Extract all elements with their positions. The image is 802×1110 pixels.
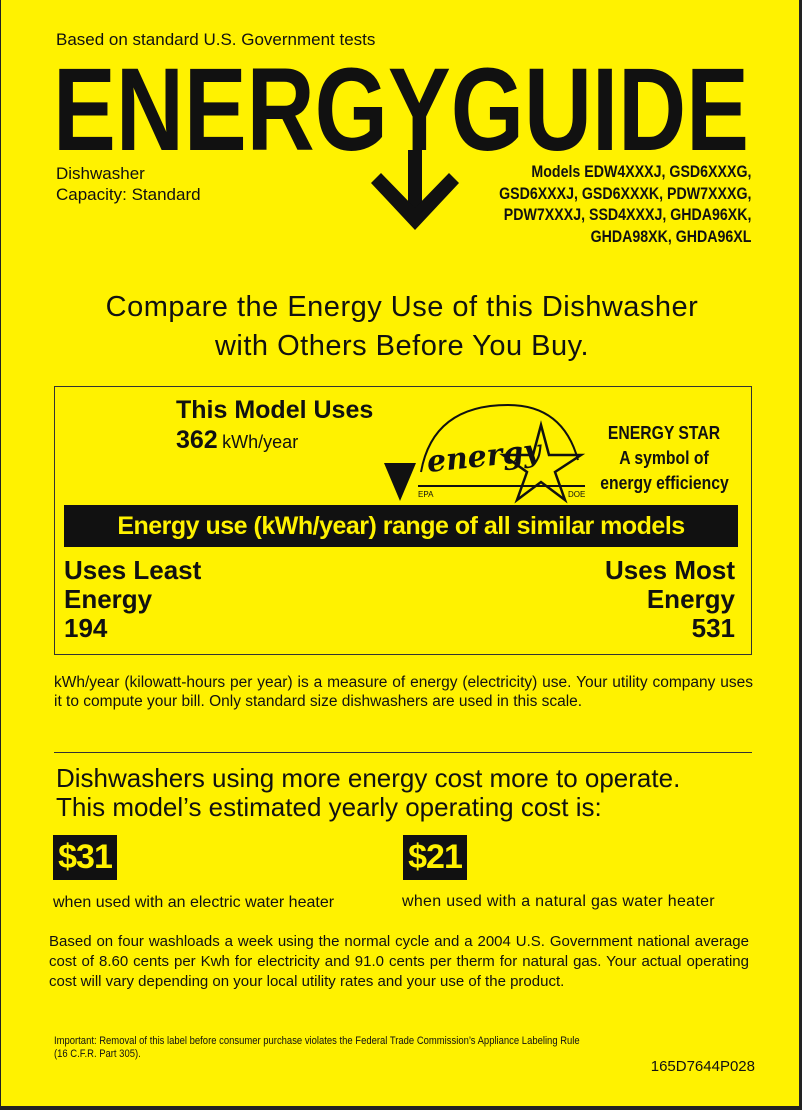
- legal-line: Important: Removal of this label before …: [54, 1035, 580, 1047]
- most-label: Uses Most: [604, 555, 735, 585]
- arrow-down-icon: [371, 150, 459, 230]
- compare-line: with Others Before You Buy.: [214, 330, 590, 362]
- model-uses-value: 362 kWh/year: [176, 426, 298, 455]
- caption-line: A symbol of: [619, 447, 709, 468]
- gas-cost: $21: [403, 835, 467, 880]
- epa-text: EPA: [418, 490, 434, 499]
- legal-notice: Important: Removal of this label before …: [54, 1035, 580, 1061]
- compare-line: Compare the Energy Use of this Dishwashe…: [105, 291, 699, 323]
- model-position-marker-icon: [384, 463, 416, 501]
- most-label: Energy: [646, 584, 735, 614]
- least-label: Energy: [64, 584, 153, 614]
- energyguide-logo: ENERGYGUIDE: [53, 58, 749, 230]
- model-uses-title: This Model Uses: [176, 396, 374, 424]
- energy-star-logo: energy EPA DOE: [418, 403, 586, 504]
- legal-line: (16 C.F.R. Part 305).: [54, 1048, 141, 1060]
- compare-heading: Compare the Energy Use of this Dishwashe…: [1, 288, 799, 366]
- cost-heading: Dishwashers using more energy cost more …: [56, 764, 680, 822]
- cost-basis: Based on four washloads a week using the…: [49, 933, 749, 990]
- star-icon: [499, 420, 586, 504]
- model-line: PDW7XXXJ, SSD4XXXJ, GHDA96XK,: [503, 206, 751, 224]
- kwh-unit: kWh/year: [222, 432, 299, 452]
- kwh-value: 362: [176, 426, 218, 454]
- caption-line: energy efficiency: [600, 472, 729, 493]
- electric-label: when used with an electric water heater: [53, 894, 335, 911]
- cost-heading-line: Dishwashers using more energy cost more …: [56, 763, 681, 793]
- model-line: Models EDW4XXXJ, GSD6XXXG,: [530, 163, 751, 181]
- part-number: 165D7644P028: [650, 1058, 755, 1075]
- model-line: GHDA98XK, GHDA96XL: [590, 227, 751, 246]
- cost-heading-line: This model’s estimated yearly operating …: [56, 792, 602, 822]
- doe-text: DOE: [568, 490, 585, 499]
- range-bar: Energy use (kWh/year) range of all simil…: [64, 505, 738, 547]
- uses-least: Uses Least Energy 194: [64, 556, 201, 643]
- gas-label: when used with a natural gas water heate…: [402, 893, 715, 910]
- logo-text: ENERGYGUIDE: [53, 58, 749, 176]
- kwh-explanation: kWh/year (kilowatt-hours per year) is a …: [54, 674, 753, 710]
- caption-line: ENERGY STAR: [607, 422, 721, 443]
- appliance-type: Dishwasher: [56, 164, 145, 183]
- tests-note: Based on standard U.S. Government tests: [56, 30, 376, 49]
- energy-use-box: [54, 386, 752, 655]
- model-line: GSD6XXXJ, GSD6XXXK, PDW7XXXG,: [498, 184, 751, 203]
- least-label: Uses Least: [64, 555, 202, 585]
- capacity: Capacity: Standard: [56, 185, 201, 204]
- least-value: 194: [64, 613, 108, 643]
- energy-star-caption: ENERGY STAR A symbol of energy efficienc…: [600, 420, 728, 495]
- range-label: Energy use (kWh/year) range of all simil…: [117, 511, 685, 540]
- most-value: 531: [691, 613, 735, 643]
- appliance-info: Dishwasher Capacity: Standard: [56, 163, 201, 205]
- divider: [54, 752, 752, 753]
- electric-cost: $31: [53, 835, 117, 880]
- model-list: Models EDW4XXXJ, GSD6XXXG, GSD6XXXJ, GSD…: [499, 162, 751, 248]
- uses-most: Uses Most Energy 531: [605, 556, 735, 643]
